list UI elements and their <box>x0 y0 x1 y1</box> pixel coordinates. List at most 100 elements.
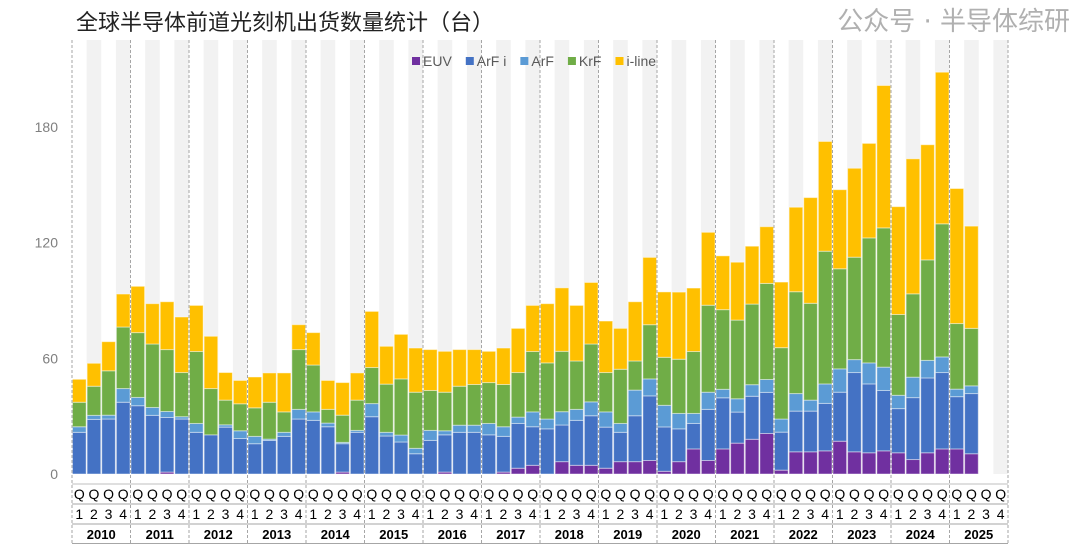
quarter-prefix: Q <box>410 486 421 502</box>
bar-segment-i-line <box>174 316 189 374</box>
bar-segment-i-line <box>730 261 745 321</box>
y-tick-label: 120 <box>35 235 59 251</box>
bar-segment-arf <box>627 389 643 417</box>
bar-segment-krf <box>744 303 760 386</box>
bar-segment-krf <box>159 349 175 413</box>
quarter-number: 1 <box>426 506 434 522</box>
quarter-prefix: Q <box>878 486 889 502</box>
bar-segment-euv <box>876 450 891 475</box>
bar-segment-krf <box>891 313 906 396</box>
year-label: 2016 <box>438 527 467 542</box>
legend-swatch <box>567 57 576 65</box>
bar-segment-krf <box>452 385 467 426</box>
bar-segment-arfi <box>510 422 526 469</box>
bar-segment-i-line <box>408 347 423 393</box>
quarter-prefix: Q <box>220 486 231 502</box>
bar-segment-arfi <box>423 439 438 475</box>
bar-segment-i-line <box>496 347 511 385</box>
quarter-number: 4 <box>821 506 829 522</box>
bar-segment-euv <box>598 467 614 475</box>
quarter-prefix: Q <box>966 486 977 502</box>
quarter-number: 2 <box>909 506 917 522</box>
quarter-number: 1 <box>368 506 376 522</box>
bar-segment-arfi <box>788 410 804 453</box>
year-label: 2017 <box>496 527 525 542</box>
bar-segment-arfi <box>730 411 745 444</box>
bar-segment-arf <box>934 356 950 374</box>
quarter-number: 1 <box>953 506 961 522</box>
quarter-number: 3 <box>690 506 698 522</box>
bar-segment-arf <box>306 411 321 421</box>
quarter-number: 2 <box>149 506 157 522</box>
bar-segment-euv <box>934 448 950 475</box>
bar-segment-i-line <box>189 304 204 353</box>
bar-segment-euv <box>803 451 818 475</box>
bar-segment-i-line <box>115 293 131 328</box>
legend-swatch <box>412 57 420 65</box>
bar-segment-arf <box>788 393 804 412</box>
bar-segment-krf <box>525 351 540 413</box>
quarter-number: 3 <box>982 506 990 522</box>
bar-segment-krf <box>671 358 687 414</box>
bar-segment-krf <box>72 401 87 428</box>
bar-segment-arfi <box>554 424 570 463</box>
bar-segment-arfi <box>101 418 116 475</box>
bar-segment-i-line <box>613 327 628 370</box>
bar-segment-krf <box>262 401 277 440</box>
bar-segment-krf <box>232 403 248 432</box>
bar-segment-krf <box>218 399 233 426</box>
bar-segment-arf <box>686 412 701 424</box>
bar-segment-euv <box>744 438 760 475</box>
year-label: 2023 <box>847 527 876 542</box>
quarter-number: 3 <box>807 506 815 522</box>
bar-segment-krf <box>496 383 511 428</box>
bar-segment-arfi <box>861 383 877 454</box>
year-label: 2013 <box>262 527 291 542</box>
quarter-prefix: Q <box>132 486 143 502</box>
bar-segment-krf <box>730 319 745 400</box>
quarter-prefix: Q <box>630 486 641 502</box>
quarter-prefix: Q <box>396 486 407 502</box>
quarter-number: 2 <box>734 506 742 522</box>
quarter-band <box>320 40 336 474</box>
bar-segment-i-line <box>905 158 921 295</box>
quarter-number: 3 <box>397 506 405 522</box>
bar-segment-arfi <box>86 418 102 475</box>
bar-segment-arf <box>130 396 146 407</box>
bar-segment-i-line <box>671 291 687 360</box>
quarter-prefix: Q <box>513 486 524 502</box>
quarter-number: 4 <box>412 506 420 522</box>
quarter-number: 1 <box>836 506 844 522</box>
year-label: 2025 <box>964 527 993 542</box>
bar-segment-i-line <box>379 345 394 385</box>
bar-segment-krf <box>627 360 643 391</box>
bar-segment-krf <box>379 383 394 433</box>
bar-segment-arf <box>393 434 409 443</box>
bar-segment-euv <box>569 464 584 475</box>
quarter-band <box>262 40 277 474</box>
bar-segment-arfi <box>613 431 628 463</box>
bar-segment-euv <box>832 440 848 475</box>
bar-segment-arfi <box>481 434 497 475</box>
bar-segment-i-line <box>774 281 789 349</box>
quarter-prefix: Q <box>893 486 904 502</box>
bar-segment-arfi <box>247 443 263 475</box>
bar-segment-arfi <box>335 443 350 473</box>
bar-segment-arfi <box>379 435 394 475</box>
bar-segment-krf <box>86 385 102 416</box>
bar-segment-krf <box>247 407 263 437</box>
year-label: 2021 <box>730 527 759 542</box>
quarter-number: 1 <box>309 506 317 522</box>
quarter-prefix: Q <box>483 486 494 502</box>
bar-segment-arfi <box>437 434 453 473</box>
bar-segment-i-line <box>964 225 979 329</box>
quarter-number: 1 <box>719 506 727 522</box>
bar-segment-arfi <box>920 377 935 454</box>
quarter-prefix: Q <box>381 486 392 502</box>
bar-segment-krf <box>774 347 789 420</box>
bar-segment-i-line <box>817 140 833 252</box>
bar-segment-krf <box>335 414 350 443</box>
bar-segment-arfi <box>832 391 848 442</box>
legend-label: i-line <box>626 53 656 69</box>
quarter-prefix: Q <box>235 486 246 502</box>
